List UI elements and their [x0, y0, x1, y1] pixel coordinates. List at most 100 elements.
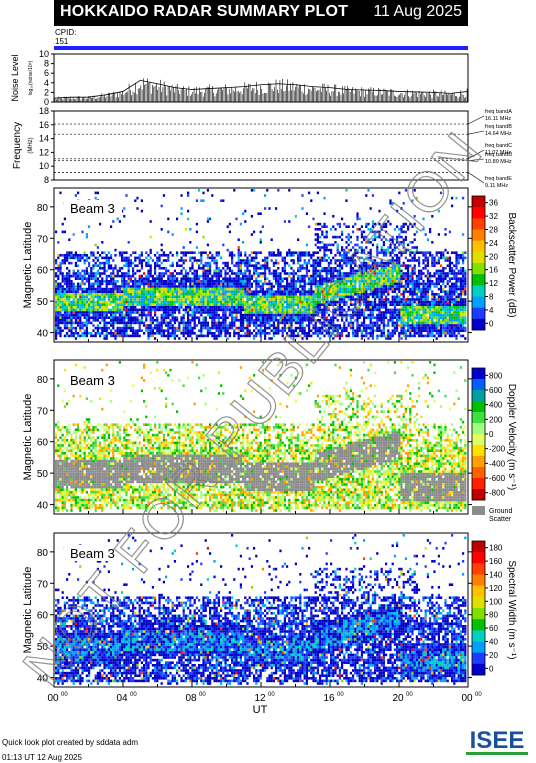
heatmap-cell — [259, 319, 262, 322]
heatmap-cell — [74, 272, 77, 275]
heatmap-cell — [180, 295, 183, 299]
heatmap-cell — [123, 326, 126, 330]
heatmap-cell — [96, 300, 99, 304]
heatmap-cell — [349, 272, 352, 275]
heatmap-cell — [77, 332, 80, 335]
heatmap-cell — [264, 280, 267, 283]
heatmap-cell — [305, 311, 308, 314]
heatmap-cell — [105, 285, 108, 288]
heatmap-cell — [85, 321, 88, 325]
heatmap-cell — [191, 290, 194, 293]
heatmap-cell — [72, 303, 75, 306]
heatmap-cell — [407, 274, 410, 278]
heatmap-cell — [354, 269, 357, 273]
heatmap-cell — [85, 235, 88, 239]
heatmap-cell — [90, 332, 93, 335]
heatmap-cell — [85, 259, 88, 262]
heatmap-cell — [402, 300, 405, 304]
heatmap-cell — [367, 300, 370, 304]
heatmap-cell — [391, 303, 394, 306]
heatmap-cell — [264, 293, 267, 296]
heatmap-cell — [105, 300, 108, 304]
heatmap-cell — [398, 287, 401, 291]
heatmap-cell — [369, 324, 372, 327]
heatmap-cell — [222, 329, 225, 332]
heatmap-cell — [85, 269, 88, 273]
heatmap-cell — [103, 290, 106, 293]
heatmap-cell — [411, 256, 414, 260]
heatmap-cell — [57, 254, 60, 257]
heatmap-cell — [110, 225, 113, 228]
heatmap-cell — [59, 269, 62, 273]
heatmap-cell — [85, 290, 88, 293]
heatmap-cell — [349, 285, 352, 288]
heatmap-cell — [184, 274, 187, 278]
heatmap-cell — [121, 298, 124, 301]
heatmap-cell — [363, 293, 366, 296]
heatmap-cell — [343, 300, 346, 304]
heatmap-cell — [323, 303, 326, 306]
heatmap-cell — [314, 274, 317, 278]
heatmap-cell — [173, 303, 176, 306]
heatmap-cell — [191, 251, 194, 254]
heatmap-cell — [248, 277, 251, 280]
heatmap-cell — [270, 337, 273, 340]
heatmap-cell — [407, 306, 410, 309]
heatmap-cell — [233, 293, 236, 296]
heatmap-cell — [202, 300, 205, 304]
heatmap-cell — [191, 311, 194, 314]
heatmap-cell — [213, 311, 216, 314]
heatmap-cell — [259, 300, 262, 304]
heatmap-cell — [138, 285, 141, 288]
heatmap-cell — [268, 251, 271, 254]
heatmap-cell — [136, 295, 139, 299]
heatmap-cell — [129, 319, 132, 322]
heatmap-cell — [360, 264, 363, 267]
heatmap-cell — [275, 316, 278, 319]
heatmap-cell — [290, 293, 293, 296]
heatmap-cell — [297, 267, 300, 270]
heatmap-cell — [156, 282, 159, 286]
heatmap-cell — [149, 313, 152, 317]
heatmap-cell — [209, 272, 212, 275]
heatmap-cell — [244, 332, 247, 335]
heatmap-cell — [330, 332, 333, 335]
heatmap-cell — [327, 308, 330, 312]
heatmap-cell — [264, 313, 267, 317]
heatmap-cell — [145, 261, 148, 265]
heatmap-cell — [193, 298, 196, 301]
heatmap-cell — [365, 303, 368, 306]
heatmap-cell — [72, 313, 75, 317]
heatmap-cell — [107, 332, 110, 335]
heatmap-cell — [371, 311, 374, 314]
heatmap-cell — [404, 256, 407, 260]
heatmap-cell — [290, 316, 293, 319]
heatmap-cell — [228, 313, 231, 317]
heatmap-cell — [310, 254, 313, 257]
heatmap-cell — [184, 303, 187, 306]
heatmap-cell — [220, 334, 223, 338]
heatmap-cell — [393, 303, 396, 306]
heatmap-cell — [81, 311, 84, 314]
heatmap-cell — [332, 295, 335, 299]
heatmap-cell — [393, 332, 396, 335]
heatmap-cell — [169, 280, 172, 283]
heatmap-cell — [253, 337, 256, 340]
heatmap-cell — [358, 316, 361, 319]
heatmap-cell — [246, 269, 249, 273]
heatmap-cell — [59, 313, 62, 317]
heatmap-cell — [123, 313, 126, 317]
heatmap-cell — [149, 290, 152, 293]
heatmap-cell — [323, 251, 326, 254]
heatmap-cell — [66, 306, 69, 309]
heatmap-cell — [404, 321, 407, 325]
heatmap-cell — [217, 319, 220, 322]
heatmap-cell — [316, 235, 319, 239]
heatmap-cell — [374, 235, 377, 239]
heatmap-cell — [325, 319, 328, 322]
heatmap-cell — [88, 280, 91, 283]
heatmap-cell — [376, 235, 379, 239]
heatmap-cell — [255, 256, 258, 260]
heatmap-cell — [365, 225, 368, 228]
heatmap-cell — [81, 313, 84, 317]
